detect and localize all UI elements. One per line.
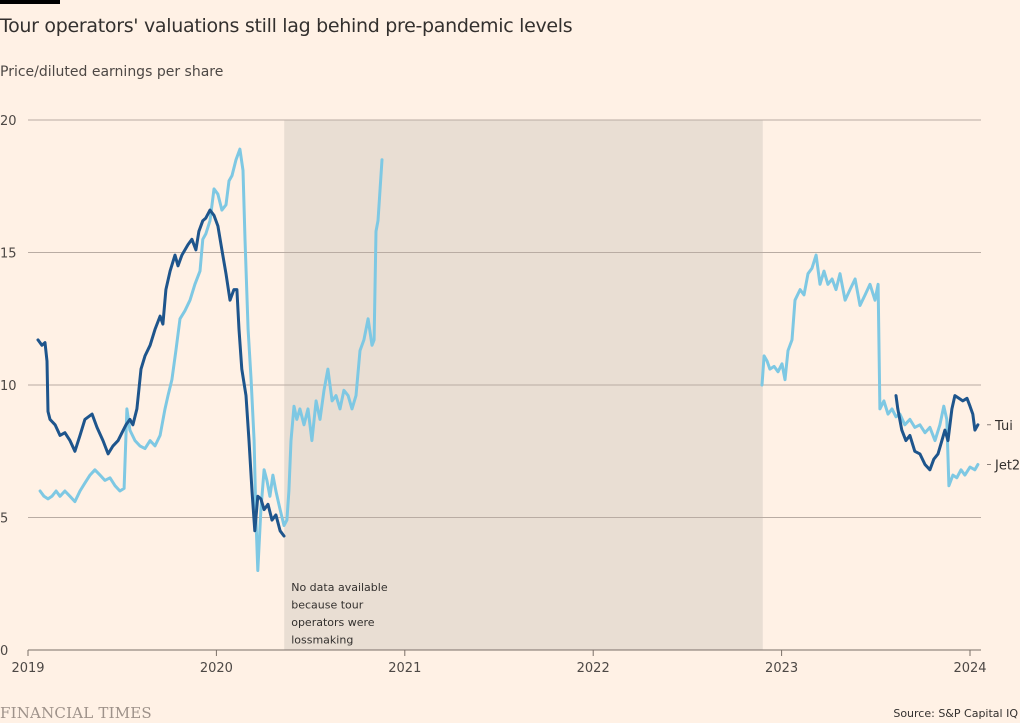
- x-tick-label: 2020: [200, 661, 233, 676]
- annotation-line: lossmaking: [291, 634, 353, 647]
- ft-logo: FINANCIAL TIMES: [0, 704, 152, 722]
- x-tick-label: 2021: [388, 661, 421, 676]
- line-chart: No data available because tour operators w…: [0, 114, 1020, 676]
- annotation-line: because tour: [291, 599, 364, 612]
- annotation-no-data: No data available because tour operators w…: [291, 581, 388, 647]
- x-tick-label: 2019: [11, 661, 44, 676]
- y-tick-label: 0: [0, 644, 8, 659]
- chart-subtitle: Price/diluted earnings per share: [0, 64, 224, 80]
- series-line-tui: [36, 208, 286, 538]
- x-axis: 2019 2020 2021 2022 2023 2024: [11, 649, 987, 676]
- y-tick-label: 20: [0, 114, 17, 129]
- x-tick-label: 2023: [765, 661, 798, 676]
- chart-title: Tour operators' valuations still lag beh…: [0, 15, 573, 37]
- annotation-line: operators were: [291, 616, 375, 629]
- annotation-line: No data available: [291, 581, 388, 594]
- series-line-jet2: [38, 147, 384, 572]
- x-tick-label: 2024: [953, 661, 986, 676]
- y-tick-label: 15: [0, 247, 17, 262]
- legend: Tui Jet2: [987, 419, 1020, 474]
- series-lines: [36, 147, 980, 572]
- series-line-tui: [894, 394, 980, 472]
- series-line-jet2: [760, 253, 980, 488]
- legend-label-jet2: Jet2: [994, 459, 1020, 474]
- y-tick-label: 10: [0, 379, 17, 394]
- legend-label-tui: Tui: [994, 419, 1013, 434]
- source-note: Source: S&P Capital IQ: [893, 707, 1018, 720]
- y-tick-label: 5: [0, 512, 8, 527]
- ft-brand-bar: [0, 0, 60, 4]
- gridlines: 0 5 10 15 20: [0, 114, 981, 659]
- x-tick-label: 2022: [577, 661, 610, 676]
